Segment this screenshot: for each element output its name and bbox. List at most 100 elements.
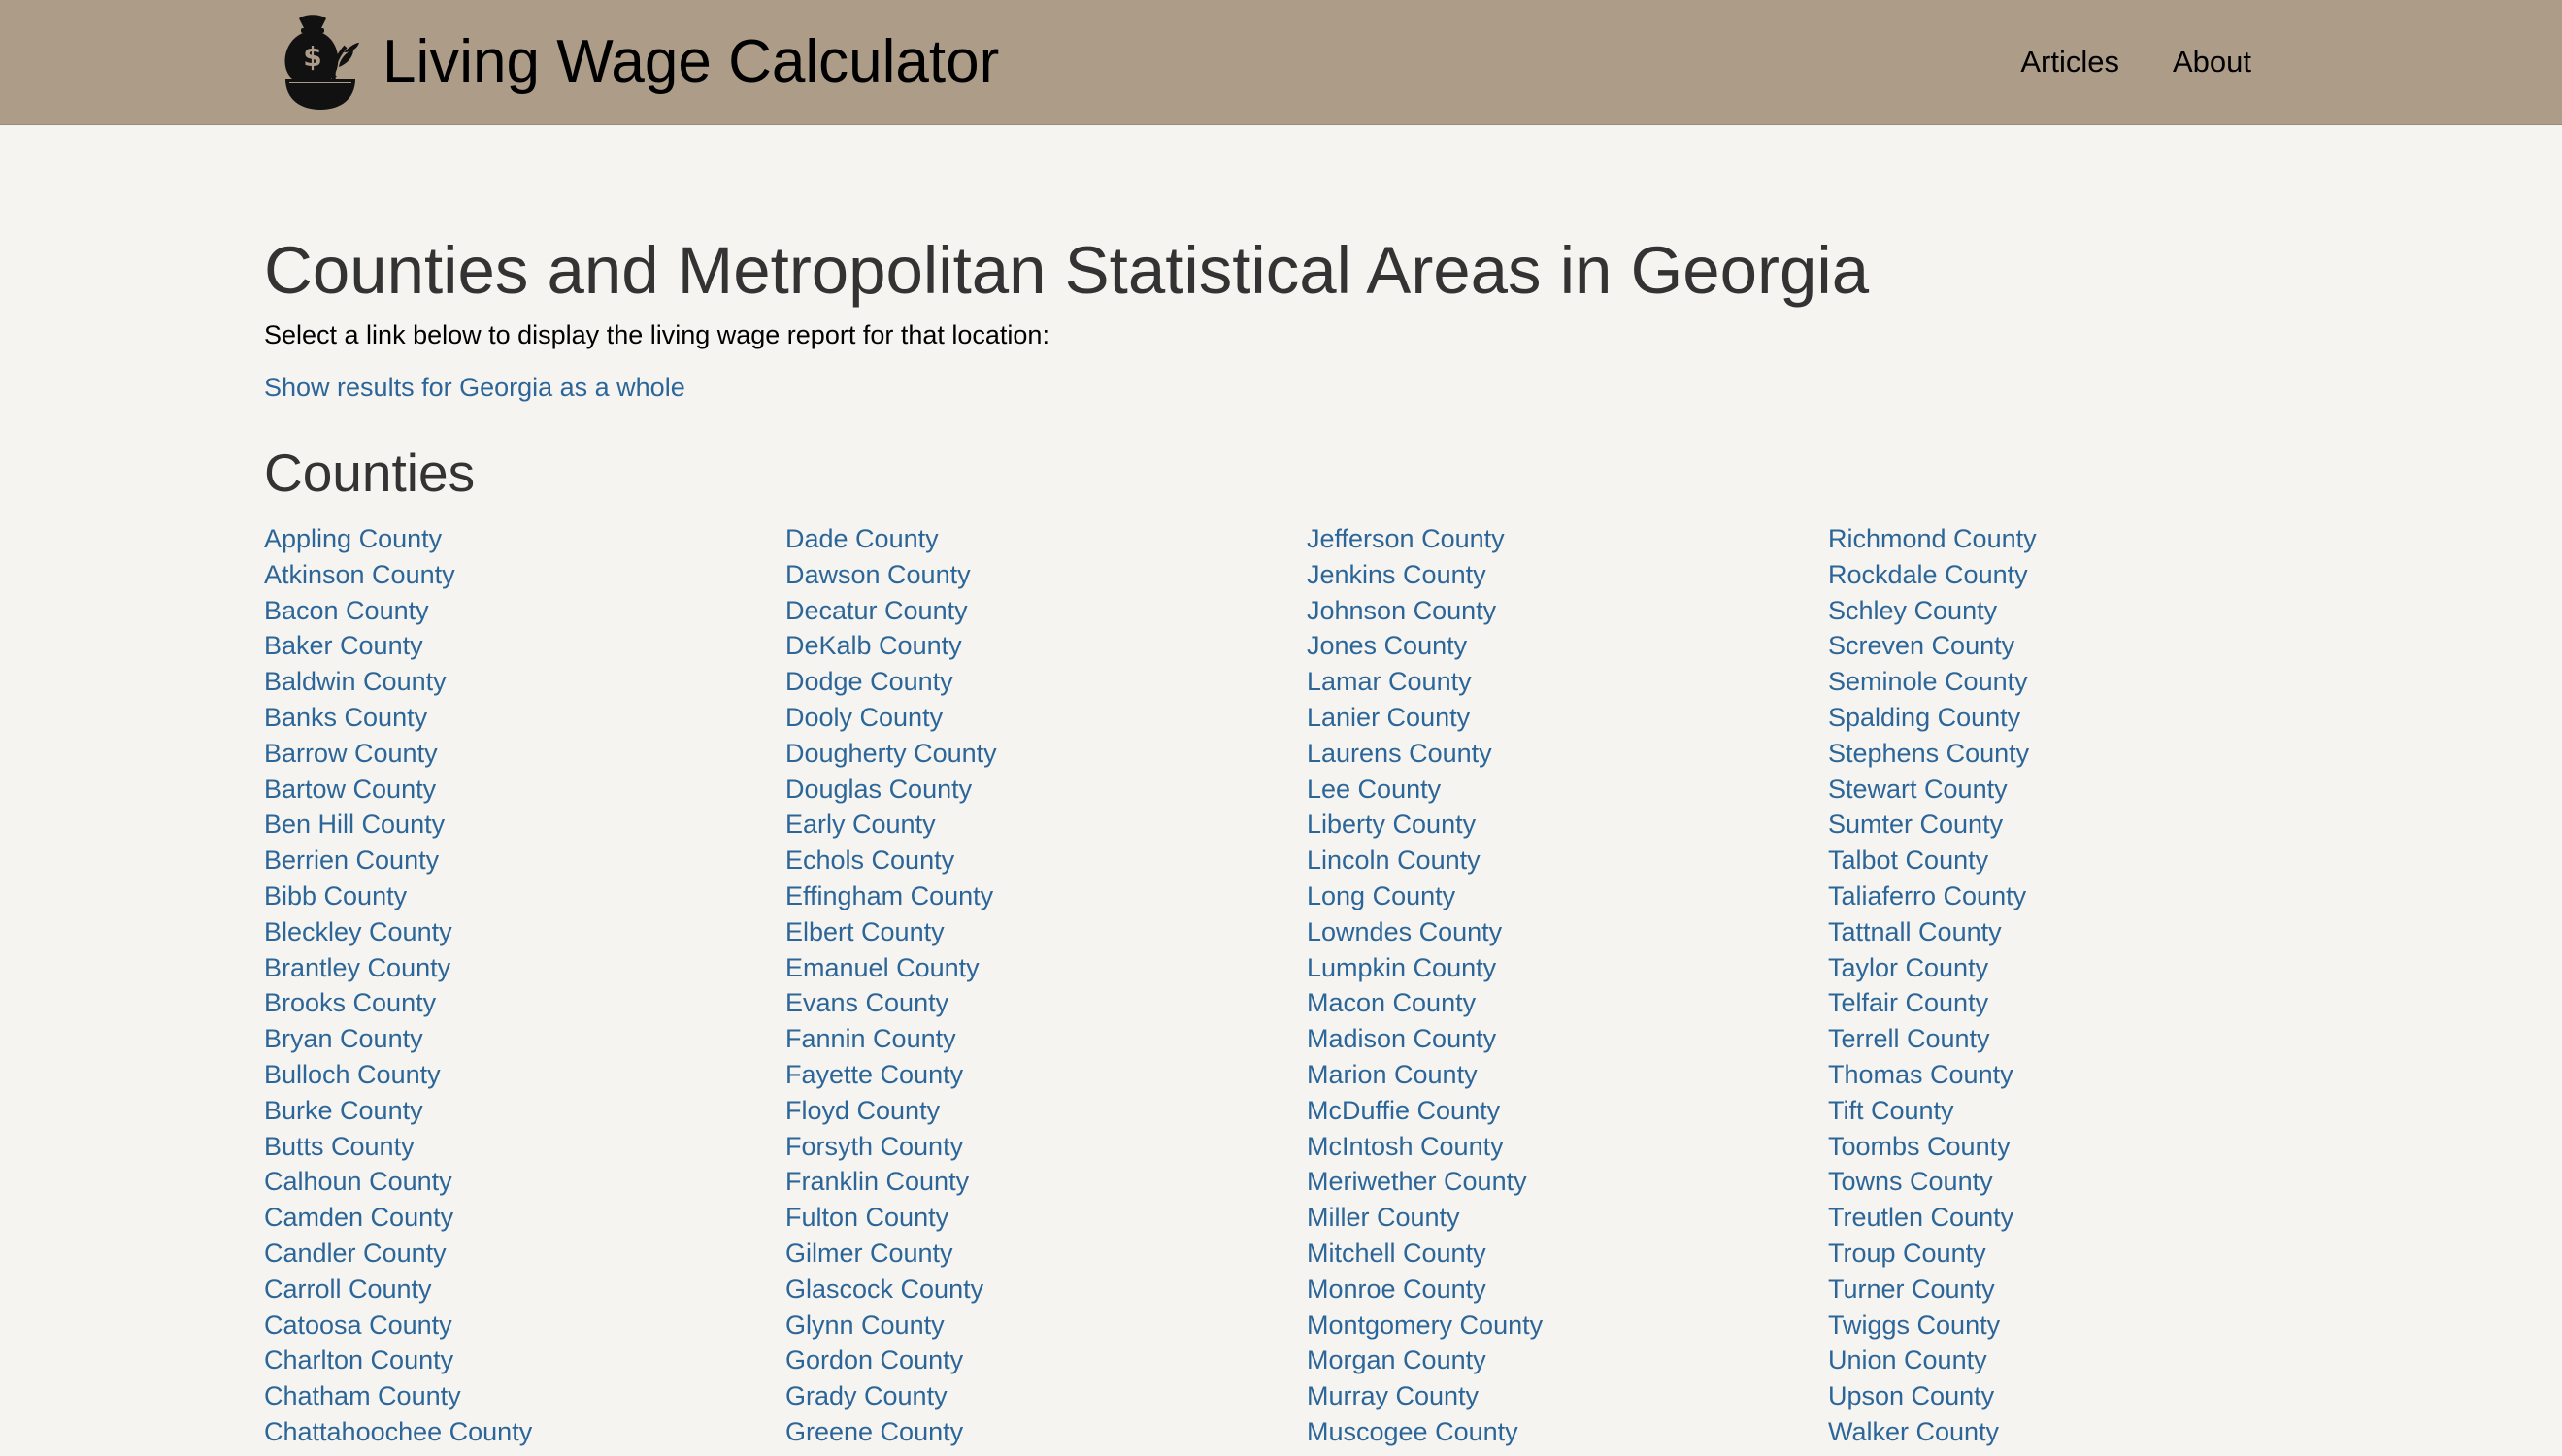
county-link[interactable]: Banks County	[264, 702, 428, 732]
county-link[interactable]: Liberty County	[1307, 810, 1477, 840]
county-link[interactable]: Barrow County	[264, 738, 438, 768]
county-link[interactable]: Bibb County	[264, 880, 408, 910]
county-link[interactable]: Montgomery County	[1307, 1309, 1544, 1340]
county-link[interactable]: Laurens County	[1307, 738, 1492, 768]
county-link[interactable]: Screven County	[1828, 631, 2015, 661]
county-link[interactable]: Murray County	[1307, 1381, 1480, 1411]
county-link[interactable]: Muscogee County	[1307, 1416, 1518, 1446]
county-link[interactable]: Franklin County	[785, 1167, 970, 1197]
county-link[interactable]: Greene County	[785, 1416, 964, 1446]
county-link[interactable]: Thomas County	[1828, 1059, 2013, 1089]
county-link[interactable]: Dodge County	[785, 667, 953, 697]
county-link[interactable]: Long County	[1307, 880, 1456, 910]
county-link[interactable]: Lumpkin County	[1307, 952, 1497, 982]
county-link[interactable]: Dougherty County	[785, 738, 997, 768]
county-link[interactable]: Lamar County	[1307, 667, 1472, 697]
county-link[interactable]: McDuffie County	[1307, 1095, 1501, 1125]
county-link[interactable]: Taliaferro County	[1828, 880, 2027, 910]
county-link[interactable]: Stewart County	[1828, 774, 2008, 804]
county-link[interactable]: Decatur County	[785, 595, 968, 625]
county-link[interactable]: Telfair County	[1828, 988, 1989, 1018]
county-link[interactable]: Berrien County	[264, 845, 440, 876]
county-link[interactable]: Gordon County	[785, 1345, 964, 1375]
county-link[interactable]: Forsyth County	[785, 1131, 964, 1161]
county-link[interactable]: Emanuel County	[785, 952, 980, 982]
home-link[interactable]: $ Living Wage Calculator	[278, 12, 999, 113]
county-link[interactable]: Brooks County	[264, 988, 437, 1018]
county-link[interactable]: Charlton County	[264, 1345, 454, 1375]
county-link[interactable]: Madison County	[1307, 1024, 1497, 1054]
county-link[interactable]: Bacon County	[264, 595, 429, 625]
county-link[interactable]: Bulloch County	[264, 1059, 441, 1089]
county-link[interactable]: Sumter County	[1828, 810, 2004, 840]
county-link[interactable]: Schley County	[1828, 595, 1998, 625]
county-link[interactable]: Brantley County	[264, 952, 451, 982]
county-link[interactable]: Glynn County	[785, 1309, 945, 1340]
county-link[interactable]: Douglas County	[785, 774, 973, 804]
county-link[interactable]: Butts County	[264, 1131, 415, 1161]
county-link[interactable]: Fayette County	[785, 1059, 964, 1089]
county-link[interactable]: Monroe County	[1307, 1274, 1486, 1304]
county-link[interactable]: Spalding County	[1828, 702, 2021, 732]
county-link[interactable]: Dawson County	[785, 559, 971, 589]
county-link[interactable]: Lincoln County	[1307, 845, 1481, 876]
county-link[interactable]: Fannin County	[785, 1024, 956, 1054]
county-link[interactable]: Carroll County	[264, 1274, 432, 1304]
county-link[interactable]: Jones County	[1307, 631, 1468, 661]
county-link[interactable]: DeKalb County	[785, 631, 962, 661]
county-link[interactable]: Catoosa County	[264, 1309, 452, 1340]
county-link[interactable]: Baker County	[264, 631, 423, 661]
county-link[interactable]: Union County	[1828, 1345, 1987, 1375]
county-link[interactable]: Upson County	[1828, 1381, 1995, 1411]
county-link[interactable]: Taylor County	[1828, 952, 1989, 982]
county-link[interactable]: Tift County	[1828, 1095, 1954, 1125]
county-link[interactable]: Baldwin County	[264, 667, 447, 697]
county-link[interactable]: Candler County	[264, 1238, 447, 1268]
county-link[interactable]: Troup County	[1828, 1238, 1986, 1268]
county-link[interactable]: Bartow County	[264, 774, 437, 804]
county-link[interactable]: Atkinson County	[264, 559, 455, 589]
county-link[interactable]: Evans County	[785, 988, 949, 1018]
county-link[interactable]: Bryan County	[264, 1024, 423, 1054]
county-link[interactable]: Morgan County	[1307, 1345, 1486, 1375]
county-link[interactable]: Johnson County	[1307, 595, 1497, 625]
county-link[interactable]: Richmond County	[1828, 524, 2037, 553]
county-link[interactable]: Chatham County	[264, 1381, 461, 1411]
county-link[interactable]: Twiggs County	[1828, 1309, 2001, 1340]
county-link[interactable]: Talbot County	[1828, 845, 1989, 876]
county-link[interactable]: Fulton County	[785, 1203, 949, 1233]
county-link[interactable]: Floyd County	[785, 1095, 941, 1125]
county-link[interactable]: Early County	[785, 810, 936, 840]
county-link[interactable]: Rockdale County	[1828, 559, 2028, 589]
county-link[interactable]: Dooly County	[785, 702, 944, 732]
county-link[interactable]: Lowndes County	[1307, 916, 1503, 946]
county-link[interactable]: Terrell County	[1828, 1024, 1990, 1054]
county-link[interactable]: Turner County	[1828, 1274, 1995, 1304]
county-link[interactable]: Grady County	[785, 1381, 948, 1411]
county-link[interactable]: Calhoun County	[264, 1167, 452, 1197]
county-link[interactable]: Miller County	[1307, 1203, 1460, 1233]
county-link[interactable]: Dade County	[785, 524, 939, 553]
state-results-link[interactable]: Show results for Georgia as a whole	[264, 373, 685, 402]
county-link[interactable]: Bleckley County	[264, 916, 452, 946]
county-link[interactable]: Chattahoochee County	[264, 1416, 533, 1446]
county-link[interactable]: Toombs County	[1828, 1131, 2011, 1161]
county-link[interactable]: Marion County	[1307, 1059, 1478, 1089]
county-link[interactable]: Lee County	[1307, 774, 1442, 804]
county-link[interactable]: Walker County	[1828, 1416, 2000, 1446]
county-link[interactable]: Effingham County	[785, 880, 994, 910]
county-link[interactable]: Elbert County	[785, 916, 945, 946]
county-link[interactable]: Gilmer County	[785, 1238, 953, 1268]
county-link[interactable]: Tattnall County	[1828, 916, 2002, 946]
county-link[interactable]: Seminole County	[1828, 667, 2028, 697]
county-link[interactable]: Ben Hill County	[264, 810, 446, 840]
county-link[interactable]: Macon County	[1307, 988, 1477, 1018]
county-link[interactable]: Meriwether County	[1307, 1167, 1527, 1197]
county-link[interactable]: Appling County	[264, 524, 443, 553]
county-link[interactable]: Treutlen County	[1828, 1203, 2014, 1233]
county-link[interactable]: Glascock County	[785, 1274, 984, 1304]
county-link[interactable]: Mitchell County	[1307, 1238, 1486, 1268]
county-link[interactable]: Camden County	[264, 1203, 454, 1233]
nav-about-link[interactable]: About	[2172, 45, 2251, 79]
nav-articles-link[interactable]: Articles	[2020, 45, 2119, 79]
